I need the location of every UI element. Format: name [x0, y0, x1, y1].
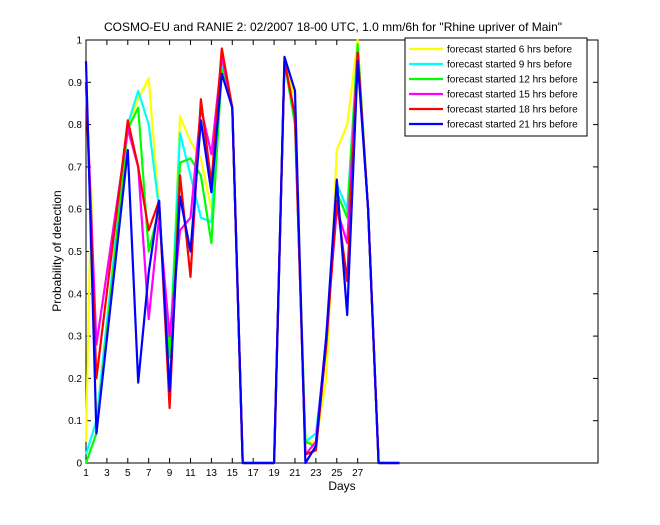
data-series: [84, 38, 400, 465]
y-tick-label: 0.2: [68, 374, 82, 385]
axis-ticks: 1 3 5 7 9 11 13 15 17 19 21 23 25 2700.10.20.30.40.50…: [68, 36, 598, 479]
x-tick-label: 27: [352, 468, 364, 479]
x-tick-label: 5: [125, 468, 131, 479]
x-tick-label: 19: [269, 468, 281, 479]
legend: forecast started 6 hrs before forecast st…: [404, 37, 588, 137]
y-tick-label: 0.3: [68, 332, 82, 343]
y-tick-label: 0.4: [68, 289, 82, 300]
x-tick-label: 11: [185, 468, 196, 479]
x-tick-label: 9: [167, 468, 173, 479]
x-tick-label: 17: [248, 468, 260, 479]
x-tick-label: 25: [331, 468, 343, 479]
series-line: [84, 55, 400, 465]
x-tick-label: 13: [206, 468, 218, 479]
x-tick-label: 21: [289, 468, 301, 479]
legend-label: forecast started 18 hrs before: [447, 105, 578, 116]
x-tick-label: 3: [104, 468, 110, 479]
y-tick-label: 0.8: [68, 120, 82, 131]
y-tick-label: 1: [76, 36, 82, 47]
y-tick-label: 0: [76, 459, 82, 470]
x-axis-label: Days: [328, 479, 355, 493]
x-tick-label: 23: [310, 468, 322, 479]
y-axis-label: Probability of detection: [50, 190, 64, 311]
legend-label: forecast started 15 hrs before: [447, 90, 578, 101]
legend-box: [404, 37, 588, 137]
legend-label: forecast started 21 hrs before: [447, 120, 578, 131]
x-tick-label: 1: [83, 468, 89, 479]
legend-label: forecast started 9 hrs before: [447, 60, 573, 71]
legend-label: forecast started 12 hrs before: [447, 75, 578, 86]
y-tick-label: 0.5: [68, 247, 82, 258]
y-tick-label: 0.9: [68, 78, 82, 89]
x-tick-label: 7: [146, 468, 152, 479]
y-tick-label: 0.1: [68, 416, 82, 427]
y-tick-label: 0.6: [68, 205, 82, 216]
chart-title: COSMO-EU and RANIE 2: 02/2007 18-00 UTC,…: [104, 20, 562, 34]
x-tick-label: 15: [227, 468, 239, 479]
legend-label: forecast started 6 hrs before: [447, 45, 573, 56]
y-tick-label: 0.7: [68, 162, 82, 173]
